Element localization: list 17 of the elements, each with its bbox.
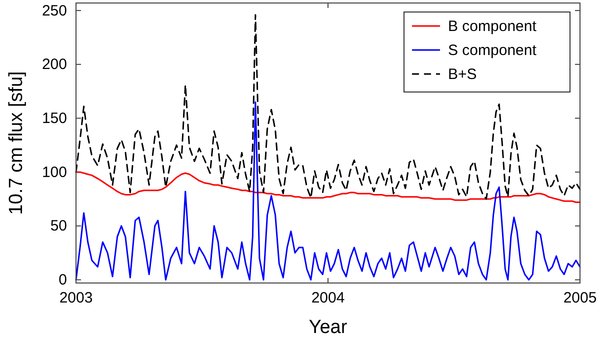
x-axis-title: Year [308,317,348,338]
y-tick-label: 100 [42,164,67,181]
legend-label: B+S [448,66,477,83]
y-tick-label: 150 [42,110,67,128]
line-series [75,14,581,200]
x-tick-label: 2003 [59,290,93,307]
x-tick-label: 2004 [311,290,345,307]
y-tick-label: 0 [58,272,67,289]
line-series [75,171,581,203]
legend-label: S component [448,42,538,59]
legend-label: B component [448,18,538,35]
y-axis-title: 10.7 cm flux [sfu] [6,71,27,215]
y-tick-label: 250 [42,2,67,20]
x-tick-label: 2005 [563,290,597,307]
y-tick-label: 50 [50,218,67,235]
y-tick-label: 200 [42,56,67,74]
line-series [75,101,581,281]
